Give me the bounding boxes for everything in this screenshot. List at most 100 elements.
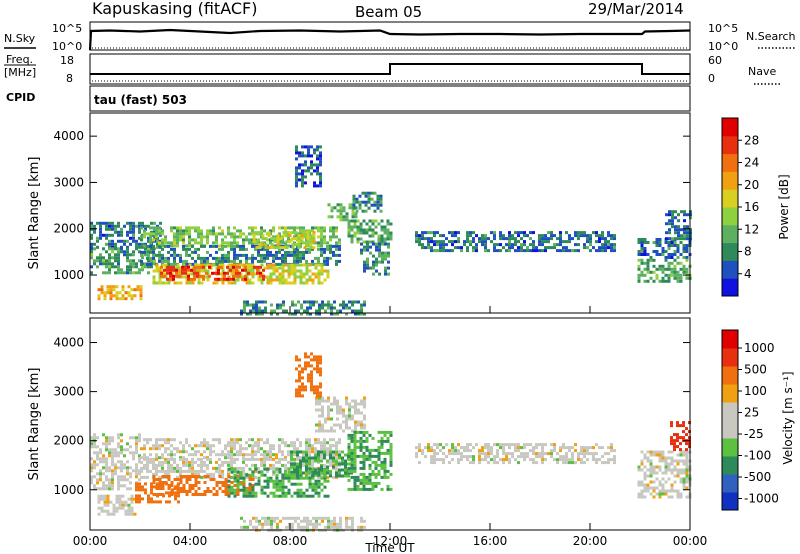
power-data-cell <box>239 244 242 248</box>
velocity-data-cell <box>347 471 350 475</box>
velocity-data-cell <box>371 460 375 464</box>
velocity-data-cell <box>308 447 311 451</box>
nave-label: Nave <box>748 65 776 78</box>
velocity-data-cell <box>296 471 299 475</box>
velocity-data-cell <box>323 450 326 454</box>
velocity-data-cell <box>203 469 206 473</box>
power-data-cell <box>170 229 173 233</box>
power-data-cell <box>102 259 105 263</box>
velocity-data-cell <box>305 459 308 463</box>
power-data-cell <box>203 235 206 239</box>
power-data-cell <box>370 191 374 195</box>
power-data-cell <box>356 225 360 229</box>
power-data-cell <box>323 262 326 266</box>
velocity-data-cell <box>517 455 520 459</box>
velocity-data-cell <box>233 447 236 451</box>
velocity-data-cell <box>673 489 677 493</box>
velocity-data-cell <box>143 475 146 479</box>
power-data-cell <box>275 266 279 270</box>
power-data-cell <box>141 233 144 237</box>
power-data-cell <box>640 247 644 250</box>
power-data-cell <box>559 243 562 247</box>
velocity-data-cell <box>321 429 324 433</box>
power-data-cell <box>126 268 129 272</box>
power-data-cell <box>263 259 266 263</box>
velocity-data-cell <box>161 487 165 490</box>
power-data-cell <box>188 241 191 245</box>
velocity-data-cell <box>120 439 123 443</box>
velocity-data-cell <box>299 491 303 495</box>
power-data-cell <box>676 250 680 253</box>
velocity-data-cell <box>305 438 308 442</box>
power-data-cell <box>686 228 689 232</box>
power-data-cell <box>301 154 304 158</box>
power-data-cell <box>102 256 105 260</box>
power-data-cell <box>668 210 671 214</box>
velocity-data-cell <box>329 447 332 451</box>
power-data-cell <box>149 238 152 242</box>
power-data-cell <box>155 281 159 285</box>
velocity-data-cell <box>298 388 301 392</box>
power-data-cell <box>205 271 208 275</box>
power-data-cell <box>508 243 511 247</box>
velocity-data-cell <box>360 423 363 427</box>
velocity-data-cell <box>109 512 113 516</box>
power-data-cell <box>200 259 203 263</box>
velocity-data-cell <box>138 500 141 504</box>
power-data-cell <box>246 303 249 307</box>
power-data-cell <box>227 232 230 236</box>
velocity-data-cell <box>433 458 436 462</box>
velocity-data-cell <box>114 463 117 467</box>
power-data-cell <box>598 237 601 241</box>
velocity-data-cell <box>307 373 310 377</box>
velocity-data-cell <box>640 462 644 466</box>
velocity-data-cell <box>191 447 194 451</box>
velocity-data-cell <box>424 455 427 459</box>
power-data-cell <box>499 231 502 235</box>
power-data-cell <box>424 231 427 235</box>
velocity-data-cell <box>481 452 484 456</box>
power-data-cell <box>386 222 390 226</box>
power-data-cell <box>152 278 156 282</box>
power-data-cell <box>370 197 374 201</box>
velocity-data-cell <box>478 461 481 465</box>
power-data-cell <box>208 265 211 269</box>
velocity-data-cell <box>301 385 304 389</box>
power-data-cell <box>275 250 278 254</box>
velocity-data-cell <box>484 455 487 459</box>
power-data-cell <box>360 242 363 246</box>
velocity-data-cell <box>643 453 647 457</box>
power-data-cell <box>348 206 352 210</box>
power-data-cell <box>90 256 93 260</box>
velocity-data-cell <box>310 379 313 383</box>
velocity-data-cell <box>102 454 105 458</box>
power-data-cell <box>203 269 207 273</box>
power-data-cell <box>187 274 190 278</box>
velocity-data-cell <box>93 445 96 449</box>
power-data-cell <box>601 243 604 247</box>
velocity-data-cell <box>127 503 131 507</box>
velocity-data-cell <box>348 426 351 430</box>
cpid-value: tau (fast) 503 <box>94 93 187 107</box>
velocity-data-cell <box>439 443 442 447</box>
power-data-cell <box>90 247 93 251</box>
power-data-cell <box>114 271 117 275</box>
velocity-data-cell <box>111 436 114 440</box>
velocity-data-cell <box>655 471 659 475</box>
velocity-data-cell <box>362 463 366 467</box>
power-data-cell <box>301 178 304 182</box>
power-data-cell <box>164 259 167 263</box>
power-data-cell <box>269 275 273 279</box>
velocity-data-cell <box>281 457 284 461</box>
velocity-data-cell <box>135 469 138 473</box>
velocity-data-cell <box>306 522 309 526</box>
power-data-cell <box>481 240 484 244</box>
velocity-data-cell <box>348 414 351 418</box>
power-data-cell <box>102 262 105 266</box>
velocity-cbar-segment <box>722 438 738 457</box>
power-data-cell <box>287 238 290 242</box>
velocity-data-cell <box>126 487 129 491</box>
velocity-data-cell <box>314 438 317 442</box>
power-data-cell <box>141 268 144 272</box>
velocity-data-cell <box>354 426 357 430</box>
